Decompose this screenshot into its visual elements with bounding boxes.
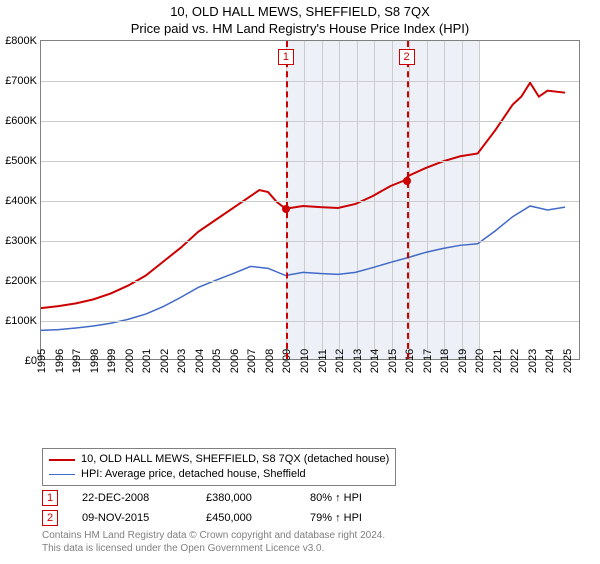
x-tick-label: 2008 [262, 349, 276, 373]
x-tick-label: 2001 [139, 349, 153, 373]
x-tick-label: 2016 [402, 349, 416, 373]
event-hpi: 80% ↑ HPI [310, 492, 362, 504]
x-tick-label: 1997 [69, 349, 83, 373]
x-tick-label: 1995 [34, 349, 48, 373]
y-tick-label: £800K [5, 35, 41, 47]
y-gridline [41, 121, 579, 122]
y-tick-label: £200K [5, 275, 41, 287]
x-tick-label: 2017 [420, 349, 434, 373]
footer-line: This data is licensed under the Open Gov… [42, 543, 600, 556]
event-date: 22-DEC-2008 [82, 492, 182, 504]
y-gridline [41, 201, 579, 202]
event-price: £380,000 [206, 492, 286, 504]
legend-swatch [49, 474, 75, 476]
y-tick-label: £500K [5, 155, 41, 167]
x-tick-label: 2004 [192, 349, 206, 373]
x-tick-label: 2007 [244, 349, 258, 373]
legend: 10, OLD HALL MEWS, SHEFFIELD, S8 7QX (de… [42, 448, 396, 486]
x-tick-label: 2012 [332, 349, 346, 373]
y-gridline [41, 161, 579, 162]
y-tick-label: £600K [5, 115, 41, 127]
x-tick-label: 2013 [350, 349, 364, 373]
events-table: 1 22-DEC-2008 £380,000 80% ↑ HPI 2 09-NO… [42, 490, 600, 526]
x-tick-label: 2018 [437, 349, 451, 373]
x-tick-label: 2024 [542, 349, 556, 373]
x-tick-label: 2020 [472, 349, 486, 373]
title-address: 10, OLD HALL MEWS, SHEFFIELD, S8 7QX [0, 4, 600, 19]
legend-label: 10, OLD HALL MEWS, SHEFFIELD, S8 7QX (de… [81, 452, 389, 467]
x-tick-label: 1999 [104, 349, 118, 373]
x-tick-label: 1996 [52, 349, 66, 373]
series-line-hpi [41, 206, 565, 330]
marker-box: 2 [399, 49, 415, 65]
y-tick-label: £400K [5, 195, 41, 207]
y-gridline [41, 281, 579, 282]
event-hpi: 79% ↑ HPI [310, 512, 362, 524]
legend-label: HPI: Average price, detached house, Shef… [81, 467, 306, 482]
line-layer [41, 41, 579, 359]
x-tick-label: 2003 [174, 349, 188, 373]
x-tick-label: 2002 [157, 349, 171, 373]
event-row: 2 09-NOV-2015 £450,000 79% ↑ HPI [42, 510, 600, 526]
marker-box: 1 [278, 49, 294, 65]
x-tick-label: 2025 [560, 349, 574, 373]
x-tick-label: 2014 [367, 349, 381, 373]
x-tick-label: 2005 [209, 349, 223, 373]
footer: Contains HM Land Registry data © Crown c… [42, 530, 600, 555]
x-tick-label: 2019 [455, 349, 469, 373]
plot-area: £0£100K£200K£300K£400K£500K£600K£700K£80… [40, 40, 580, 360]
x-tick-label: 2006 [227, 349, 241, 373]
event-marker-box: 1 [42, 490, 58, 506]
event-price: £450,000 [206, 512, 286, 524]
series-line-property [41, 83, 565, 308]
y-tick-label: £300K [5, 235, 41, 247]
y-gridline [41, 81, 579, 82]
x-tick-label: 2010 [297, 349, 311, 373]
marker-dot [282, 205, 290, 213]
legend-swatch [49, 459, 75, 461]
event-marker-box: 2 [42, 510, 58, 526]
title-subtitle: Price paid vs. HM Land Registry's House … [0, 21, 600, 36]
x-tick-label: 2023 [525, 349, 539, 373]
legend-row: HPI: Average price, detached house, Shef… [49, 467, 389, 482]
y-gridline [41, 321, 579, 322]
y-tick-label: £100K [5, 315, 41, 327]
marker-line [407, 41, 409, 359]
legend-row: 10, OLD HALL MEWS, SHEFFIELD, S8 7QX (de… [49, 452, 389, 467]
marker-line [286, 41, 288, 359]
x-tick-label: 2011 [315, 349, 329, 373]
x-tick-label: 2021 [490, 349, 504, 373]
x-tick-label: 2015 [385, 349, 399, 373]
x-tick-label: 2022 [507, 349, 521, 373]
footer-line: Contains HM Land Registry data © Crown c… [42, 530, 600, 543]
chart-area: £0£100K£200K£300K£400K£500K£600K£700K£80… [40, 40, 600, 410]
chart-container: 10, OLD HALL MEWS, SHEFFIELD, S8 7QX Pri… [0, 4, 600, 564]
event-date: 09-NOV-2015 [82, 512, 182, 524]
marker-dot [403, 177, 411, 185]
y-tick-label: £700K [5, 75, 41, 87]
y-gridline [41, 241, 579, 242]
event-row: 1 22-DEC-2008 £380,000 80% ↑ HPI [42, 490, 600, 506]
x-tick-label: 1998 [87, 349, 101, 373]
x-tick-label: 2000 [122, 349, 136, 373]
